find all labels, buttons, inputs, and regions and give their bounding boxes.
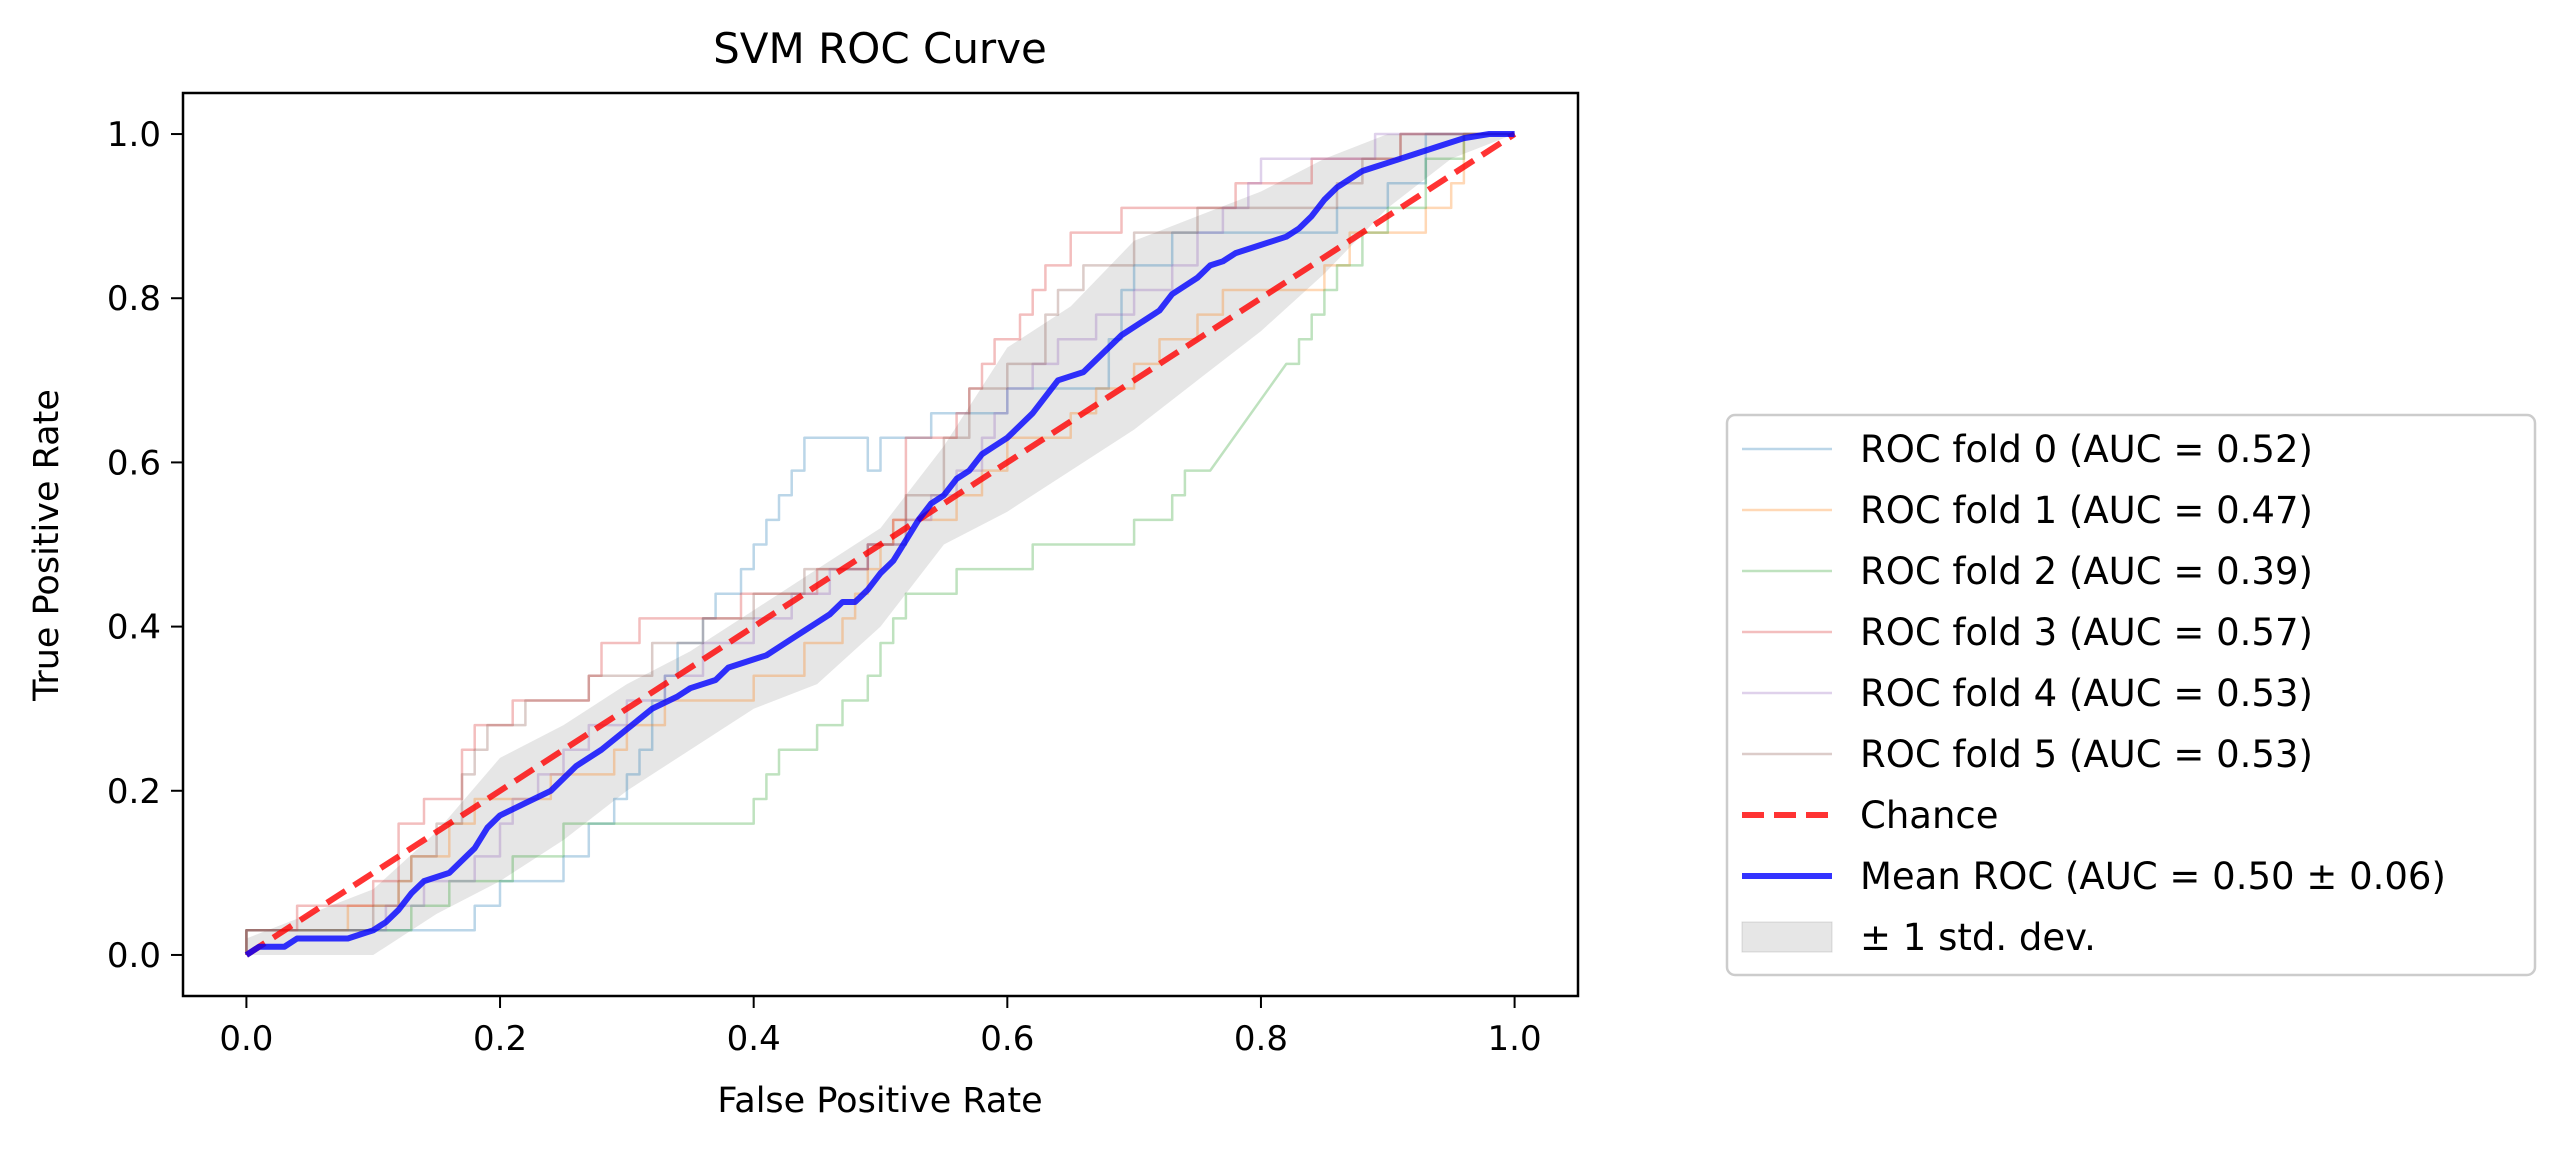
legend: ROC fold 0 (AUC = 0.52) ROC fold 1 (AUC =… (1725, 413, 2537, 977)
series-line-3 (245, 132, 1515, 955)
series-line-7 (244, 131, 1515, 958)
y-tick-label: 0.6 (107, 443, 161, 483)
legend-label-2: ROC fold 2 (AUC = 0.39) (1860, 550, 2313, 593)
legend-label-0: ROC fold 0 (AUC = 0.52) (1860, 428, 2313, 471)
y-axis-label: True Positive Rate (27, 389, 67, 702)
legend-label-1: ROC fold 1 (AUC = 0.47) (1860, 489, 2313, 532)
legend-label-3: ROC fold 3 (AUC = 0.57) (1860, 611, 2313, 654)
legend-label-7: Mean ROC (AUC = 0.50 ± 0.06) (1860, 855, 2446, 898)
series-line-0 (245, 132, 1515, 955)
y-tick-label: 0.8 (107, 279, 161, 319)
axes-frame (181, 91, 1580, 998)
x-tick-label: 1.0 (1488, 1019, 1542, 1059)
legend-label-8: ± 1 std. dev. (1860, 916, 2096, 959)
y-tick-label: 0.0 (107, 936, 161, 976)
x-tick-label: 0.0 (219, 1019, 273, 1059)
axis-ticks: 0.0 0.2 0.4 0.6 0.8 1.0 0.0 0.2 0.4 0.6 0.8 1.0 (107, 115, 1542, 1059)
chart-title: SVM ROC Curve (713, 24, 1047, 73)
legend-swatch-band (1741, 921, 1833, 953)
y-tick-label: 0.4 (107, 608, 161, 648)
x-tick-label: 0.2 (473, 1019, 527, 1059)
x-tick-label: 0.6 (980, 1019, 1034, 1059)
legend-label-5: ROC fold 5 (AUC = 0.53) (1860, 733, 2313, 776)
y-tick-label: 0.2 (107, 772, 161, 812)
legend-label-6: Chance (1860, 794, 1999, 837)
series-line-2 (245, 132, 1515, 955)
legend-label-4: ROC fold 4 (AUC = 0.53) (1860, 672, 2313, 715)
series-line-5 (245, 132, 1515, 955)
plot-area (244, 131, 1517, 958)
x-tick-label: 0.4 (727, 1019, 781, 1059)
series-line-6 (244, 131, 1517, 958)
legend-frame (1725, 413, 2537, 977)
x-axis-label: False Positive Rate (717, 1081, 1042, 1121)
y-tick-label: 1.0 (107, 115, 161, 155)
x-tick-label: 0.8 (1234, 1019, 1288, 1059)
